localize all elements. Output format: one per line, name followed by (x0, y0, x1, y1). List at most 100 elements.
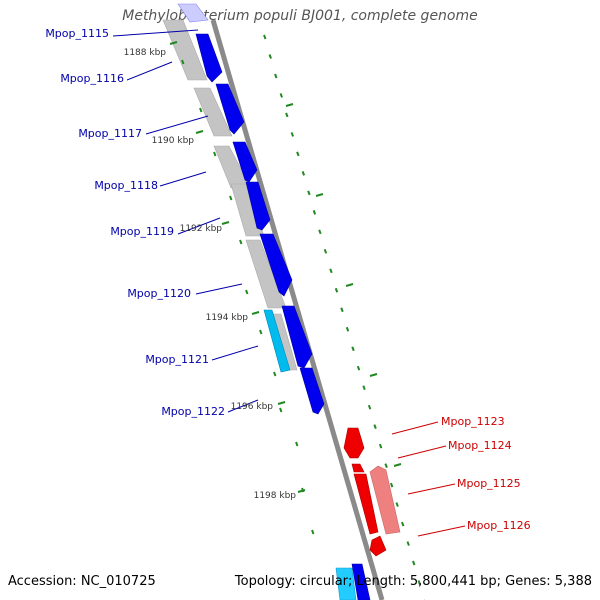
minor-tick (406, 541, 410, 546)
minor-tick (318, 229, 322, 235)
forward-gene-label: Mpop_1117 (78, 127, 142, 140)
forward-gene-arrow (335, 567, 357, 600)
minor-tick (312, 209, 317, 215)
minor-tick (268, 54, 272, 59)
gene-leader-line (391, 421, 439, 435)
major-tick (195, 130, 204, 134)
major-tick (277, 401, 286, 405)
minor-tick (245, 289, 249, 295)
forward-gene-label: Mpop_1116 (60, 72, 124, 85)
minor-tick (329, 268, 333, 274)
minor-tick (296, 151, 300, 157)
major-tick (369, 373, 378, 377)
forward-gene-arrow (259, 233, 293, 297)
minor-tick (295, 441, 299, 447)
kbp-tick-label: 1196 kbp (231, 402, 274, 412)
map-title: Methylobacterium populi BJ001, complete … (122, 8, 478, 24)
tick-layer (169, 34, 426, 600)
gene-leader-line (177, 217, 221, 235)
accession-text: Accession: NC_010725 (8, 574, 156, 589)
minor-tick (213, 151, 217, 157)
gene-leader-line (112, 29, 199, 37)
forward-gene-label: Mpop_1121 (145, 353, 209, 366)
minor-tick (356, 365, 361, 371)
major-tick (393, 463, 402, 467)
minor-tick (395, 502, 399, 507)
reverse-gene-label: Mpop_1126 (467, 519, 531, 532)
forward-gene-arrow (232, 141, 258, 183)
minor-tick (351, 346, 355, 352)
reverse-gene-arrow (351, 463, 365, 473)
backbone-layer (210, 19, 385, 600)
minor-tick (323, 248, 328, 254)
forward-gene-label: Mpop_1119 (110, 225, 174, 238)
minor-tick (373, 424, 377, 430)
gene-leader-line (126, 61, 173, 81)
forward-gene-arrow (351, 563, 371, 600)
forward-gene-label: Mpop_1115 (45, 27, 109, 40)
gene-leader-line (417, 525, 466, 537)
major-tick (285, 103, 294, 107)
minor-tick (274, 73, 278, 79)
minor-tick (279, 407, 283, 413)
reverse-gene-arrow (369, 535, 387, 557)
major-tick (251, 311, 260, 315)
minor-tick (273, 371, 277, 377)
forward-gene-arrow (263, 309, 291, 373)
minor-tick (311, 529, 315, 535)
major-tick (221, 221, 230, 225)
minor-tick (239, 239, 243, 245)
reverse-gene-arrow (353, 473, 379, 535)
gene-leader-line (145, 115, 209, 135)
minor-tick (345, 326, 350, 332)
minor-tick (259, 329, 263, 335)
forward-gene-label: Mpop_1120 (127, 287, 191, 300)
minor-tick (367, 404, 372, 410)
forward-gene-arrow (215, 83, 245, 135)
forward-gene-label: Mpop_1122 (161, 405, 225, 418)
minor-tick (412, 560, 416, 566)
orf-bar (162, 19, 208, 81)
major-tick (297, 489, 306, 493)
minor-tick (362, 385, 366, 391)
forward-gene-arrow (245, 181, 271, 231)
gene-layer (177, 3, 401, 600)
major-tick (345, 283, 354, 287)
minor-tick (229, 195, 233, 201)
reverse-gene-label: Mpop_1123 (441, 415, 505, 428)
minor-tick (301, 171, 306, 176)
minor-tick (285, 112, 289, 118)
kbp-tick-label: 1194 kbp (206, 313, 249, 323)
minor-tick (307, 190, 311, 196)
reverse-gene-label: Mpop_1125 (457, 477, 521, 490)
gene-leader-line (227, 399, 259, 413)
kbp-tick-label: 1192 kbp (180, 224, 223, 234)
gene-leader-line (195, 283, 243, 295)
forward-gene-label: Mpop_1118 (94, 179, 158, 192)
kbp-tick-label: 1190 kbp (152, 136, 195, 146)
forward-gene-arrow (177, 3, 209, 23)
minor-tick (340, 307, 344, 313)
kbp-tick-label: 1188 kbp (124, 48, 167, 58)
major-tick (169, 41, 178, 45)
reverse-gene-label: Mpop_1124 (448, 439, 512, 452)
forward-gene-arrow (281, 305, 313, 369)
reverse-gene-arrow (343, 427, 365, 459)
minor-tick (199, 107, 203, 113)
leader-layer (112, 29, 466, 537)
gene-leader-line (211, 345, 259, 361)
gene-leader-line (407, 483, 456, 495)
kbp-tick-label: 1198 kbp (254, 491, 297, 501)
label-layer: Mpop_1115 Mpop_1116 Mpop_1117 Mpop_1118 Mpop… (45, 27, 530, 532)
forward-gene-arrow (299, 367, 325, 415)
major-tick (315, 193, 324, 197)
minor-tick (263, 34, 267, 40)
minor-tick (334, 287, 339, 293)
genome-summary-text: Topology: circular; Length: 5,800,441 bp… (234, 574, 592, 589)
minor-tick (417, 580, 421, 585)
minor-tick (384, 463, 388, 468)
gene-leader-line (159, 171, 207, 187)
minor-tick (400, 521, 405, 527)
orf-bar (193, 87, 233, 137)
